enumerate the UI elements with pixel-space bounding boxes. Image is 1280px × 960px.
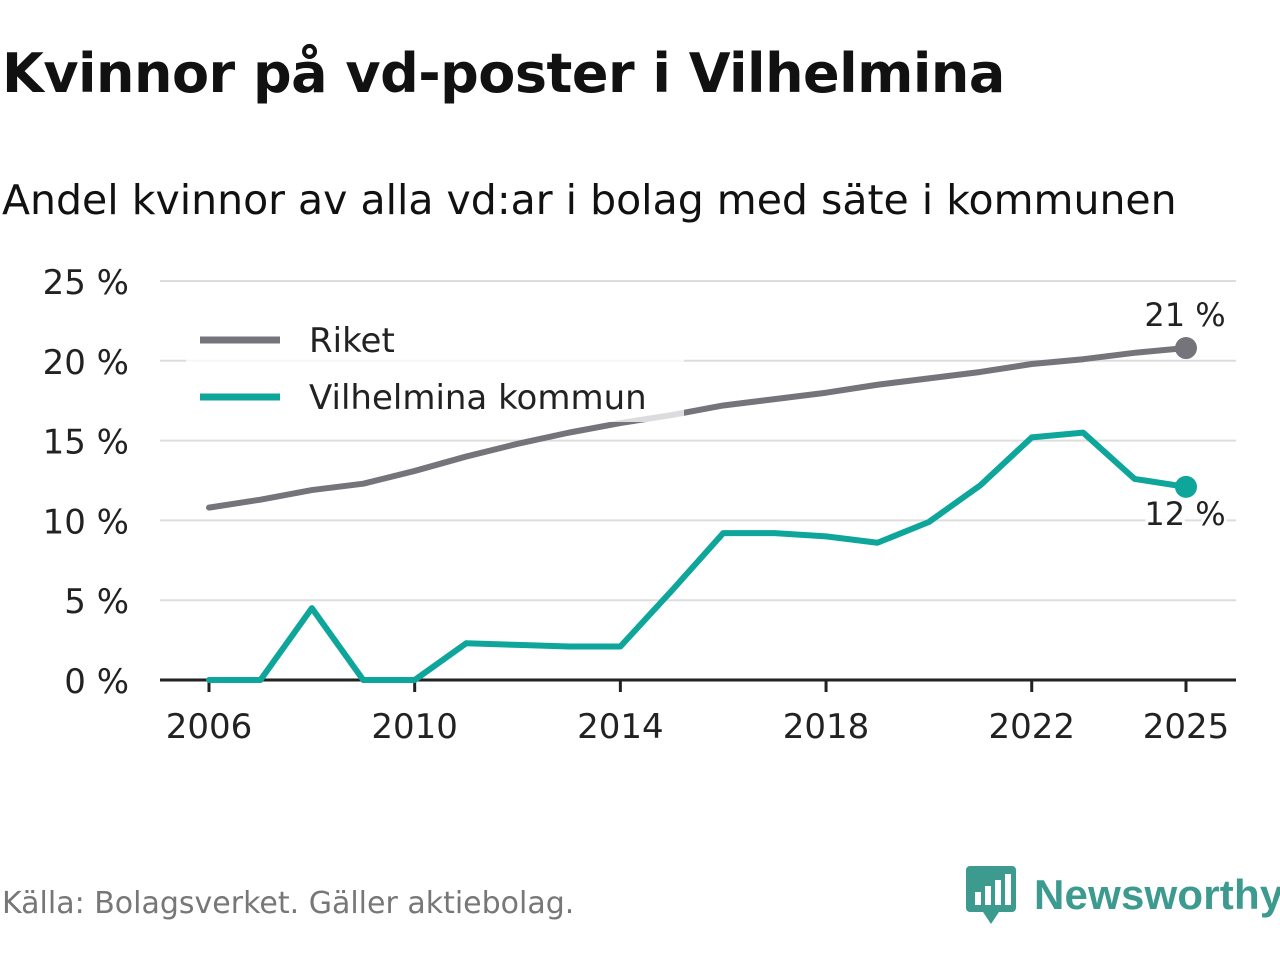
x-tick-label: 2025 [1143, 707, 1230, 747]
series-line-vilhelmina [206, 429, 1189, 683]
x-tick-label: 2006 [166, 707, 253, 747]
x-tick-label: 2010 [371, 707, 458, 747]
x-tick-label: 2022 [988, 707, 1075, 747]
end-point [1175, 475, 1197, 498]
legend: Riket Vilhelmina kommun [186, 306, 684, 422]
end-value-label: 12 % [1144, 495, 1225, 533]
y-tick-label: 5 % [64, 582, 129, 622]
end-point [1175, 337, 1197, 360]
source-note: Källa: Bolagsverket. Gäller aktiebolag. [2, 886, 575, 921]
x-tick-label: 2014 [577, 707, 664, 747]
legend-label: Riket [309, 321, 395, 361]
y-tick-label: 20 % [43, 343, 129, 383]
series-lines [206, 345, 1189, 683]
brand-name: Newsworthy [1034, 871, 1280, 918]
y-tick-label: 0 % [64, 662, 129, 702]
legend-background [186, 306, 684, 422]
chart-subtitle: Andel kvinnor av alla vd:ar i bolag med … [2, 176, 1177, 224]
y-tick-label: 10 % [43, 502, 129, 542]
y-tick-label: 25 % [43, 263, 129, 303]
chart-title: Kvinnor på vd-poster i Vilhelmina [2, 42, 1005, 105]
y-tick-label: 15 % [43, 423, 129, 463]
axes: 0 % 5 % 10 % 15 % 20 % 25 % 2006 2010 2014 2018 20… [43, 263, 1236, 747]
end-value-label: 21 % [1144, 296, 1225, 334]
brand-logo: Newsworthy [966, 866, 1280, 924]
end-labels: 21 % 12 % [1141, 293, 1228, 536]
newsworthy-logo-icon [966, 866, 1016, 924]
legend-label: Vilhelmina kommun [309, 378, 647, 418]
x-tick-label: 2018 [783, 707, 870, 747]
series-line-riket [206, 345, 1189, 511]
